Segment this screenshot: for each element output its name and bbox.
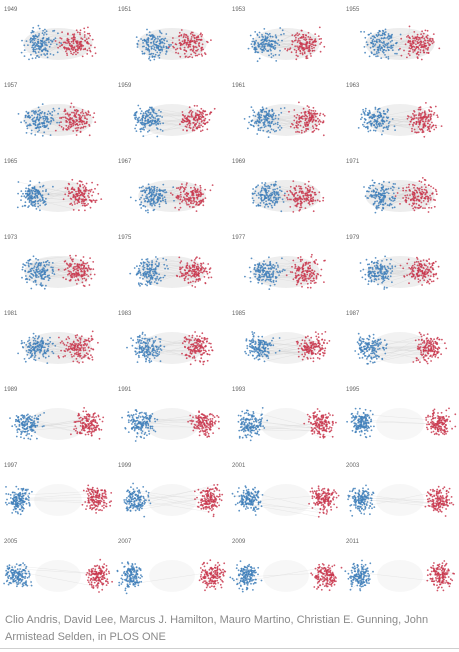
panel-year-label: 1949 — [4, 7, 18, 13]
network-panel: 1991 — [118, 387, 220, 442]
panel-year-label: 1993 — [232, 387, 246, 393]
panel-year-label: 1985 — [232, 311, 246, 317]
edge-haze — [376, 408, 424, 440]
panel-year-label: 1981 — [4, 311, 18, 317]
panel-year-label: 2009 — [232, 539, 246, 545]
panel-year-label: 1955 — [346, 7, 360, 13]
panel-year-label: 1989 — [4, 387, 18, 393]
network-panel: 1995 — [346, 387, 456, 440]
network-panel: 1961 — [232, 83, 326, 138]
bottom-divider — [0, 648, 459, 649]
network-panel: 1989 — [4, 387, 104, 440]
panel-year-label: 2005 — [4, 539, 18, 545]
edge-haze — [377, 560, 423, 592]
panel-year-label: 1973 — [4, 235, 18, 241]
network-panel: 2001 — [232, 463, 340, 518]
edge-haze — [147, 484, 196, 516]
panel-year-label: 2007 — [118, 539, 132, 545]
network-panel: 1979 — [346, 235, 440, 290]
edge-haze — [30, 408, 87, 440]
panel-year-label: 1957 — [4, 83, 18, 89]
edge-haze — [263, 560, 309, 592]
panel-year-label: 1983 — [118, 311, 132, 317]
panel-year-label: 1971 — [346, 159, 360, 165]
network-panel: 1949 — [4, 7, 97, 60]
panel-year-label: 1997 — [4, 463, 18, 469]
panel-year-label: 1969 — [232, 159, 246, 165]
network-panel: 1985 — [232, 311, 330, 364]
network-panel: 1967 — [118, 159, 214, 213]
network-panel: 1969 — [232, 159, 324, 213]
network-panel: 2003 — [346, 463, 454, 517]
network-panel: 1987 — [346, 311, 447, 365]
panel-year-label: 1999 — [118, 463, 132, 469]
panel-year-label: 1995 — [346, 387, 360, 393]
panel-year-label: 1967 — [118, 159, 132, 165]
panel-year-label: 2011 — [346, 539, 360, 545]
network-panel: 2009 — [229, 539, 342, 592]
panel-year-label: 1979 — [346, 235, 360, 241]
network-panel: 2005 — [3, 539, 113, 593]
network-panel: 1999 — [118, 463, 223, 517]
network-panel: 1983 — [118, 311, 214, 365]
figure-caption: Clio Andris, David Lee, Marcus J. Hamilt… — [5, 612, 450, 646]
network-panel: 1963 — [346, 83, 443, 138]
panel-year-label: 1953 — [232, 7, 246, 13]
panel-year-label: 1975 — [118, 235, 132, 241]
panel-year-label: 1977 — [232, 235, 246, 241]
network-panel: 2011 — [344, 539, 455, 592]
network-panel: 1973 — [4, 235, 96, 290]
network-panel: 1981 — [4, 311, 99, 364]
network-panel: 1997 — [4, 463, 112, 516]
network-panel: 1953 — [232, 7, 325, 62]
edge-haze — [149, 560, 195, 592]
panel-year-label: 1961 — [232, 83, 246, 89]
edge-haze — [261, 484, 310, 516]
panel-year-label: 1951 — [118, 7, 132, 13]
network-panel: 1957 — [4, 83, 96, 137]
edge-haze — [376, 484, 424, 516]
network-panel: 1965 — [4, 159, 102, 212]
network-panel: 1993 — [232, 387, 337, 441]
network-panel: 1975 — [118, 235, 212, 288]
network-panel-grid: 1949 1951 1953 1955 1957 1959 1961 1963 1965 1967… — [0, 0, 459, 610]
network-panel: 1977 — [232, 235, 326, 290]
panel-year-label: 1987 — [346, 311, 360, 317]
panel-year-label: 2001 — [232, 463, 246, 469]
network-panel: 1951 — [118, 7, 212, 61]
network-panel: 1955 — [346, 7, 440, 60]
panel-year-label: 1959 — [118, 83, 132, 89]
network-panel: 2007 — [117, 539, 227, 594]
panel-year-label: 1991 — [118, 387, 132, 393]
panel-year-label: 1965 — [4, 159, 18, 165]
panel-year-label: 1963 — [346, 83, 360, 89]
network-panel: 1971 — [346, 159, 438, 214]
panel-year-label: 2003 — [346, 463, 360, 469]
network-panel: 1959 — [118, 83, 216, 137]
edge-haze — [34, 484, 82, 516]
